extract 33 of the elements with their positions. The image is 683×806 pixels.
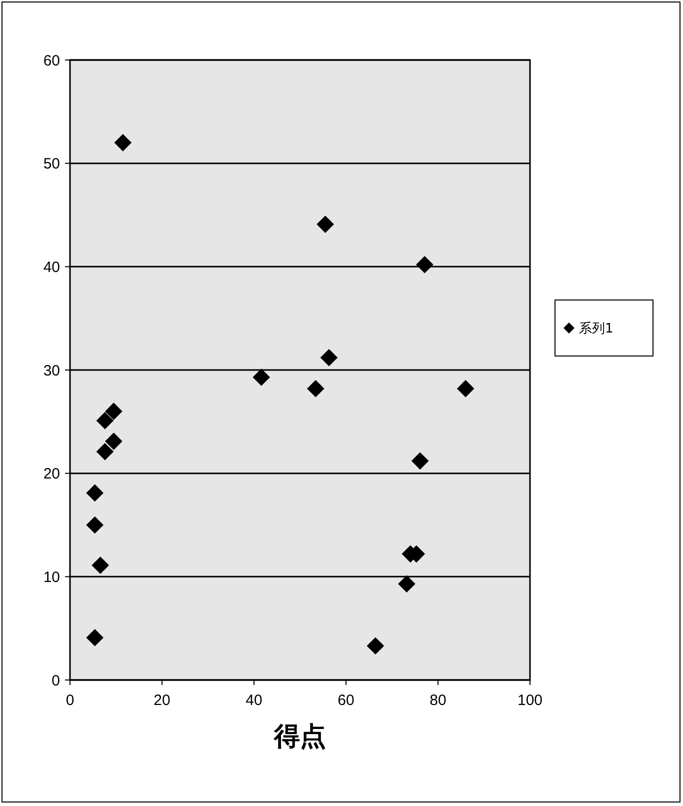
x-tick-label: 100	[517, 692, 543, 709]
x-tick-label: 40	[246, 692, 262, 709]
legend-label: 系列1	[579, 322, 614, 337]
point	[105, 402, 122, 420]
point	[105, 432, 122, 450]
point	[316, 216, 334, 233]
point	[416, 256, 434, 274]
x-tick-label: 80	[430, 692, 446, 709]
point	[114, 134, 132, 152]
x-tick-label: 0	[66, 692, 74, 709]
point	[96, 412, 114, 430]
point	[252, 368, 270, 386]
point	[398, 575, 416, 593]
point	[92, 556, 110, 574]
y-tick-label: 20	[43, 466, 60, 483]
point	[96, 442, 114, 460]
y-tick-label: 30	[43, 362, 60, 380]
point	[306, 380, 324, 398]
point	[366, 637, 384, 655]
y-tick-label: 60	[43, 52, 60, 70]
x-tick-label: 20	[154, 692, 170, 709]
y-tick-label: 10	[43, 568, 60, 586]
point	[86, 628, 104, 646]
point	[411, 452, 429, 470]
x-axis-title: 得点	[273, 721, 326, 751]
y-tick-label: 40	[43, 258, 60, 276]
point	[456, 380, 474, 398]
point	[320, 348, 338, 366]
y-tick-label: 0	[52, 672, 60, 690]
point	[86, 516, 104, 534]
y-tick-label: 50	[43, 156, 60, 173]
x-tick-label: 60	[338, 692, 354, 709]
point	[86, 484, 104, 502]
